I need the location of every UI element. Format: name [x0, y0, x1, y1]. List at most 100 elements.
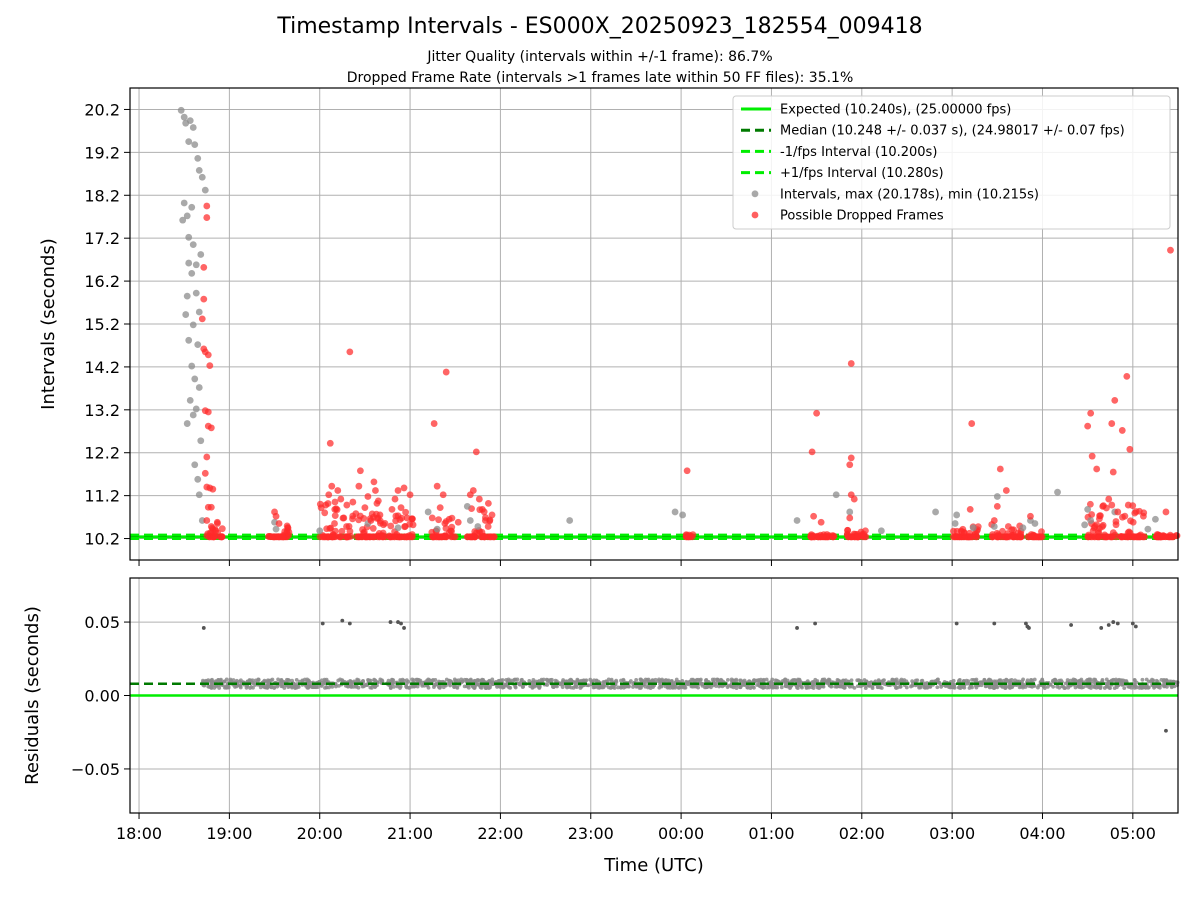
residual-point — [1132, 681, 1137, 686]
interval-point — [1087, 517, 1095, 524]
residual-point — [1061, 684, 1066, 689]
residual-point — [378, 677, 383, 682]
residual-point — [658, 680, 663, 685]
residual-point — [511, 678, 516, 683]
residual-point — [1150, 679, 1155, 684]
residual-point — [356, 678, 361, 683]
x-axis-label: Time (UTC) — [603, 855, 704, 876]
interval-point — [195, 166, 203, 174]
residual-point — [506, 679, 510, 684]
interval-point — [192, 289, 200, 297]
residual-point — [715, 677, 720, 682]
dropped-frame-point — [683, 467, 691, 475]
dropped-frame-point — [355, 482, 363, 490]
residual-point — [286, 677, 291, 682]
residual-point — [348, 682, 353, 687]
dropped-frame-point — [402, 508, 410, 516]
dropped-frame-point — [1108, 420, 1116, 427]
dropped-frame-point — [380, 521, 387, 529]
dropped-frame-point — [1154, 531, 1162, 539]
residual-point — [841, 685, 845, 690]
residual-outlier-point — [1111, 620, 1116, 624]
dropped-frame-point — [435, 533, 443, 541]
dropped-frame-point — [993, 502, 1001, 510]
dropped-frame-point — [442, 368, 450, 376]
residual-point — [804, 686, 809, 690]
dropped-frame-point — [213, 518, 221, 526]
dropped-frame-point — [847, 533, 855, 541]
residual-point — [444, 677, 449, 682]
interval-point — [466, 517, 474, 524]
dropped-frame-point — [466, 533, 474, 541]
residual-point — [1007, 685, 1012, 689]
dropped-frame-point — [958, 528, 966, 536]
residual-point — [1066, 685, 1071, 690]
interval-point — [951, 520, 959, 527]
residual-point — [212, 686, 217, 690]
residual-outlier-point — [396, 620, 400, 624]
residual-point — [616, 685, 620, 690]
interval-point — [189, 124, 197, 131]
interval-point — [1081, 521, 1089, 529]
interval-point — [179, 216, 187, 224]
dropped-frame-point — [204, 408, 212, 416]
interval-point — [793, 517, 801, 524]
residual-point — [1051, 684, 1056, 689]
dropped-frame-point — [324, 533, 332, 541]
y-tick-label: 13.2 — [84, 401, 120, 420]
residual-outlier-point — [1164, 728, 1168, 733]
dropped-frame-point — [361, 504, 369, 512]
residual-point — [710, 677, 715, 682]
dropped-frame-point — [1038, 528, 1045, 536]
residual-outlier-point — [201, 626, 206, 630]
residual-point — [426, 677, 431, 682]
dropped-frame-point — [272, 512, 280, 520]
residual-point — [1098, 685, 1103, 690]
residual-point — [1123, 679, 1127, 684]
residual-point — [527, 678, 532, 683]
dropped-frame-point — [203, 517, 211, 524]
dropped-frame-point — [1140, 533, 1147, 541]
dropped-frame-point — [356, 467, 364, 475]
interval-point — [189, 321, 197, 329]
dropped-frame-point — [203, 202, 211, 210]
dropped-frame-point — [1123, 372, 1131, 380]
dropped-frame-point — [331, 520, 338, 527]
residual-point — [248, 686, 252, 690]
residual-point — [644, 679, 649, 684]
dropped-frame-point — [1162, 533, 1169, 541]
dropped-frame-point — [352, 510, 360, 518]
dropped-frame-point — [471, 528, 479, 535]
dropped-frame-point — [999, 527, 1006, 535]
residual-point — [842, 679, 847, 683]
dropped-frame-point — [391, 533, 399, 541]
residual-point — [1137, 686, 1142, 690]
dropped-frame-point — [387, 522, 395, 530]
dropped-frame-point — [198, 315, 206, 323]
x-tick-label: 03:00 — [929, 824, 975, 843]
interval-point — [189, 241, 197, 249]
dropped-frame-point — [1098, 523, 1106, 531]
residual-point — [852, 685, 857, 690]
residual-point — [962, 679, 966, 684]
residual-point — [234, 684, 239, 689]
dropped-frame-point — [847, 454, 855, 462]
residual-point — [1087, 677, 1092, 682]
residual-point — [216, 678, 221, 682]
residual-point — [651, 685, 655, 690]
dropped-frame-point — [968, 420, 976, 427]
y-tick-label: 19.2 — [84, 143, 120, 162]
dropped-frame-point — [1087, 409, 1095, 417]
x-tick-label: 22:00 — [477, 824, 523, 843]
residual-point — [817, 686, 822, 691]
dropped-frame-point — [442, 533, 450, 541]
residual-point — [704, 678, 709, 682]
dropped-frame-point — [337, 495, 345, 503]
interval-point — [177, 106, 185, 114]
dropped-frame-point — [394, 487, 402, 494]
interval-point — [191, 461, 199, 469]
legend-box — [732, 95, 1171, 230]
residual-point — [251, 685, 255, 690]
x-tick-label: 04:00 — [1019, 824, 1065, 843]
dropped-frame-point — [846, 461, 854, 469]
